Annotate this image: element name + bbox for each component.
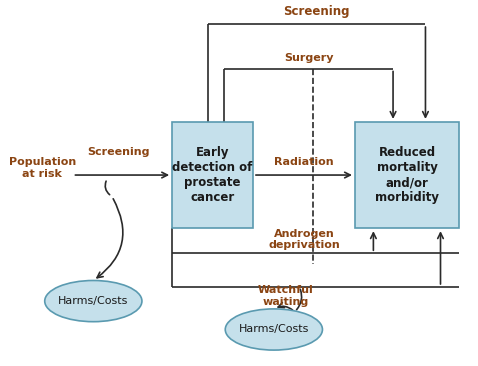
Ellipse shape (45, 280, 142, 322)
Text: Radiation: Radiation (274, 157, 334, 167)
Ellipse shape (225, 309, 323, 350)
Text: Watchful
waiting: Watchful waiting (258, 285, 313, 307)
Text: Screening: Screening (283, 5, 350, 18)
Text: Harms/Costs: Harms/Costs (239, 325, 309, 335)
Text: Early
detection of
prostate
cancer: Early detection of prostate cancer (173, 146, 253, 204)
Text: Reduced
mortality
and/or
morbidity: Reduced mortality and/or morbidity (375, 146, 439, 204)
Text: Harms/Costs: Harms/Costs (58, 296, 129, 306)
Text: Screening: Screening (87, 147, 150, 157)
FancyBboxPatch shape (172, 122, 253, 228)
Text: Surgery: Surgery (284, 53, 333, 63)
FancyBboxPatch shape (355, 122, 459, 228)
Text: Population
at risk: Population at risk (9, 157, 76, 179)
Text: Androgen
deprivation: Androgen deprivation (268, 229, 340, 250)
